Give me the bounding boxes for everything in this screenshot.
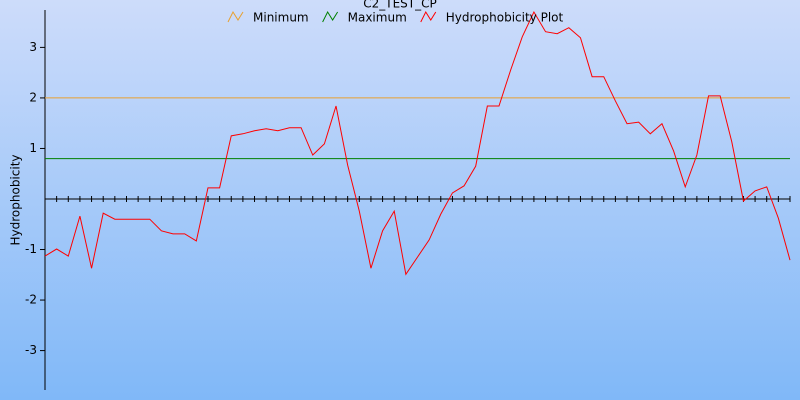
y-tick-label: -1 xyxy=(25,242,37,256)
legend-icon xyxy=(420,10,437,23)
chart-title: C2_TEST_CP xyxy=(363,0,437,11)
legend-label: Minimum xyxy=(253,11,309,25)
y-tick-label: 2 xyxy=(29,90,37,104)
y-tick-label: 3 xyxy=(29,40,37,54)
legend-icon xyxy=(227,10,244,23)
y-tick-label: -2 xyxy=(25,293,37,307)
y-axis-label: Hydrophobicity xyxy=(9,154,23,245)
legend-icon xyxy=(322,10,339,23)
y-tick-label: 1 xyxy=(29,141,37,155)
legend-label: Maximum xyxy=(348,11,407,25)
y-tick-label: -3 xyxy=(25,343,37,357)
series-line xyxy=(44,10,791,276)
legend-label: Hydrophobicity Plot xyxy=(446,11,564,25)
